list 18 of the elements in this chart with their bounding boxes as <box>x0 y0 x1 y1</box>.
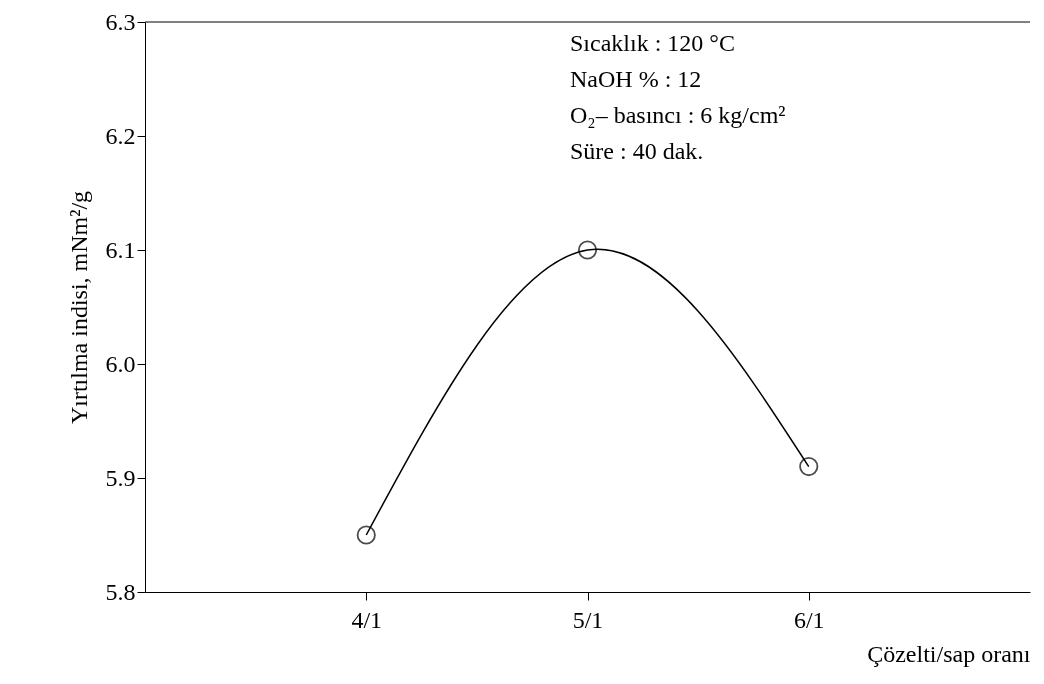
x-tick-label: 6/1 <box>793 606 825 633</box>
y-tick-label: 6.3 <box>105 8 136 35</box>
y-tick-label: 5.9 <box>105 464 136 491</box>
annotation: Süre : 40 dak. <box>570 138 704 164</box>
x-axis-title: Çözelti/sap oranı <box>867 640 1031 667</box>
y-tick-label: 5.8 <box>105 578 136 605</box>
x-tick-label: 5/1 <box>572 606 604 633</box>
annotation: Sıcaklık : 120 °C <box>570 30 735 56</box>
y-axis-title: Yırtılma indisi, mNm²/g <box>65 190 92 425</box>
annotation: O₂– basıncı : 6 kg/cm² <box>570 102 786 128</box>
point <box>577 240 598 260</box>
x-tick-label: 4/1 <box>351 606 383 633</box>
point <box>799 457 819 477</box>
y-tick-label: 6.2 <box>105 122 136 149</box>
y-tick-label: 6.1 <box>105 236 136 263</box>
annotation: NaOH % : 12 <box>570 66 702 92</box>
y-tick-label: 6.0 <box>105 350 136 377</box>
point <box>356 525 376 545</box>
